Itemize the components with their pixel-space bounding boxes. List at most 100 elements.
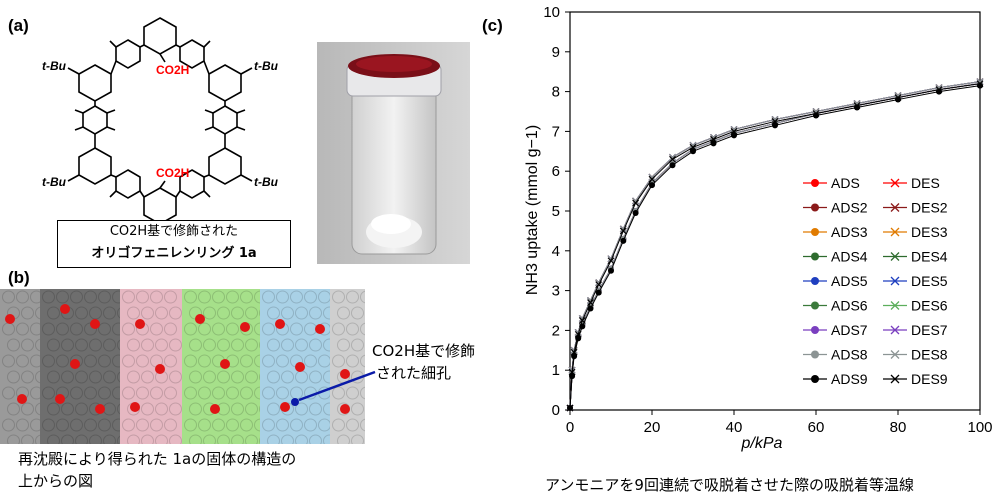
oxygen-atom xyxy=(315,324,325,334)
legend-entry-ads4: ADS4 xyxy=(831,249,868,265)
atom-sphere xyxy=(164,290,177,304)
atom-sphere xyxy=(262,418,275,432)
pore-pointer-arrow xyxy=(291,370,376,406)
atom-sphere xyxy=(198,290,211,304)
atom-sphere xyxy=(245,338,258,352)
atom-sphere xyxy=(332,418,345,432)
atom-sphere xyxy=(184,418,197,432)
oxygen-atom xyxy=(130,402,140,412)
atom-sphere xyxy=(169,370,182,384)
oxygen-atom xyxy=(17,394,27,404)
legend-marker xyxy=(811,179,819,187)
legend-marker xyxy=(890,301,900,310)
atom-sphere xyxy=(217,370,230,384)
tbu-label-bottom-left: t-Bu xyxy=(42,175,67,189)
panel-c-caption: アンモニアを9回連続で吸脱着させた際の吸脱着等温線 xyxy=(545,476,914,494)
legend-entry-des4: DES4 xyxy=(911,249,948,265)
atom-sphere xyxy=(2,322,15,336)
atom-sphere xyxy=(7,370,20,384)
data-point-des9 xyxy=(574,330,582,338)
atom-sphere xyxy=(295,306,308,320)
atom-sphere xyxy=(226,290,239,304)
atom-sphere xyxy=(136,386,149,400)
data-point-des9 xyxy=(570,348,578,356)
y-tick-label: 6 xyxy=(552,163,560,180)
atom-sphere xyxy=(267,338,280,352)
oxygen-atom xyxy=(135,319,145,329)
x-tick-label: 60 xyxy=(808,419,825,436)
atom-sphere xyxy=(2,386,15,400)
atom-sphere xyxy=(281,370,294,384)
co2h-label-top: CO2H xyxy=(156,63,189,77)
data-point-ads9 xyxy=(649,182,655,189)
atom-sphere xyxy=(276,418,289,432)
atom-sphere xyxy=(84,386,97,400)
atom-sphere xyxy=(84,290,97,304)
data-point-des9 xyxy=(771,118,779,125)
atom-sphere xyxy=(245,306,258,320)
y-tick-label: 4 xyxy=(552,243,560,260)
atom-sphere xyxy=(262,386,275,400)
sample-vial-photo xyxy=(317,42,470,264)
atom-sphere xyxy=(141,370,154,384)
atom-sphere xyxy=(42,322,55,336)
atom-sphere xyxy=(231,402,244,416)
legend-entry-des8: DES8 xyxy=(911,347,948,363)
atom-sphere xyxy=(70,418,83,432)
legend-entry-des5: DES5 xyxy=(911,273,948,289)
data-point-des9 xyxy=(568,368,576,376)
atom-sphere xyxy=(98,418,111,432)
atom-sphere xyxy=(304,418,317,432)
atom-sphere xyxy=(203,434,216,444)
oxygen-atom xyxy=(90,319,100,329)
atom-sphere xyxy=(47,338,60,352)
atom-sphere xyxy=(141,338,154,352)
atom-sphere xyxy=(212,418,225,432)
atom-sphere xyxy=(231,338,244,352)
legend-marker xyxy=(890,350,900,359)
legend-entry-ads9: ADS9 xyxy=(831,371,868,387)
atom-sphere xyxy=(164,418,177,432)
atom-sphere xyxy=(189,434,202,444)
atom-sphere xyxy=(61,434,74,444)
atom-sphere xyxy=(360,386,365,400)
tbu-label-top-left: t-Bu xyxy=(42,59,67,73)
data-point-des9 xyxy=(812,110,820,117)
atom-sphere xyxy=(16,354,29,368)
oxygen-atom xyxy=(210,404,220,414)
legend-marker xyxy=(811,375,819,383)
atom-sphere xyxy=(217,338,230,352)
atom-sphere xyxy=(360,290,365,304)
atom-sphere xyxy=(169,306,182,320)
atom-sphere xyxy=(21,434,34,444)
legend-marker xyxy=(890,178,900,188)
atom-sphere xyxy=(155,306,168,320)
legend-marker xyxy=(811,301,819,310)
legend-entry-des3: DES3 xyxy=(911,224,948,240)
panel-b-caption-line1: 再沈殿により得られた 1aの固体の構造の xyxy=(18,450,297,468)
oxygen-atom xyxy=(155,364,165,374)
atom-sphere xyxy=(360,354,365,368)
nh3-isotherm-chart: NH3 uptake (mmol g−1) p/kPa 0 1 2 3 4 5 6 7 8 9 10… xyxy=(524,4,993,452)
legend-marker xyxy=(811,203,819,212)
atom-sphere xyxy=(141,434,154,444)
y-tick-label: 2 xyxy=(552,322,560,339)
atom-sphere xyxy=(164,386,177,400)
atom-sphere xyxy=(304,290,317,304)
atom-sphere xyxy=(309,370,322,384)
data-point-des8 xyxy=(689,141,697,149)
legend-marker xyxy=(811,350,819,359)
panel-a-label: (a) xyxy=(8,16,29,35)
atom-sphere xyxy=(184,386,197,400)
atom-sphere xyxy=(169,434,182,444)
atom-sphere xyxy=(164,354,177,368)
oxygen-atom xyxy=(95,404,105,414)
legend-entry-ads7: ADS7 xyxy=(831,322,868,338)
atom-sphere xyxy=(2,354,15,368)
atom-sphere xyxy=(276,290,289,304)
x-tick-label: 100 xyxy=(967,419,992,436)
atom-sphere xyxy=(217,434,230,444)
oxygen-atom xyxy=(280,402,290,412)
atom-sphere xyxy=(7,434,20,444)
atom-sphere xyxy=(42,386,55,400)
